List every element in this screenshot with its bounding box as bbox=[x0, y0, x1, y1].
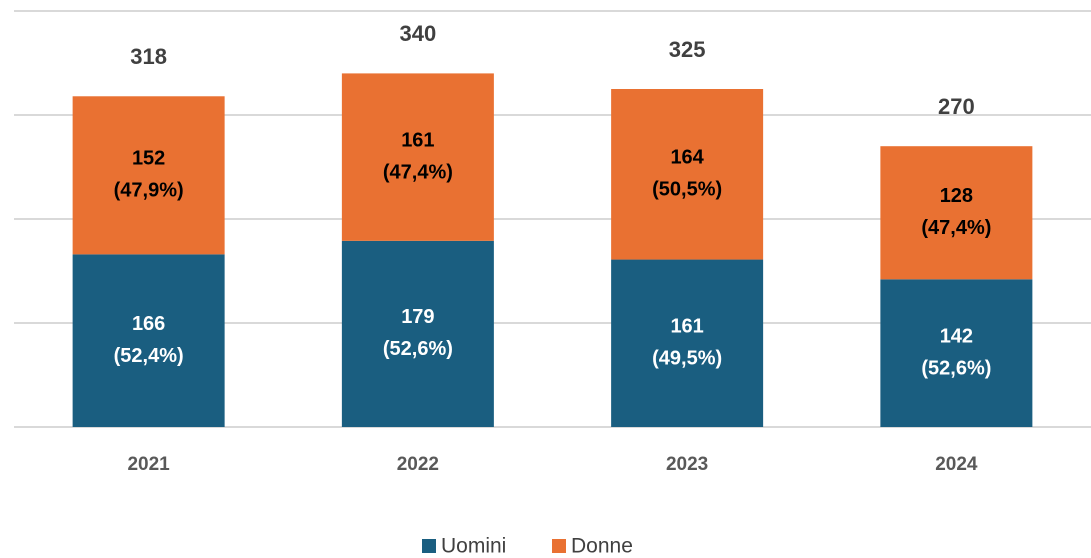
x-tick-label: 2023 bbox=[666, 454, 708, 475]
value-label: 128 bbox=[940, 185, 973, 207]
bar-segment bbox=[611, 259, 764, 427]
total-label: 270 bbox=[938, 94, 975, 119]
x-tick-label: 2024 bbox=[935, 454, 978, 475]
percent-label: (47,4%) bbox=[383, 161, 453, 183]
percent-label: (52,6%) bbox=[921, 357, 991, 379]
bar-segment bbox=[611, 89, 764, 260]
bar-segment bbox=[72, 96, 225, 255]
value-label: 161 bbox=[401, 129, 434, 151]
legend-label: Uomini bbox=[441, 535, 506, 558]
total-label: 318 bbox=[130, 44, 167, 69]
legend-label: Donne bbox=[571, 535, 633, 558]
bar-segment bbox=[72, 254, 225, 427]
total-label: 340 bbox=[400, 21, 437, 46]
bar-segment bbox=[341, 73, 494, 241]
bar-segment bbox=[880, 146, 1033, 280]
bar-segment bbox=[880, 279, 1033, 427]
bar-segment bbox=[341, 240, 494, 427]
percent-label: (47,4%) bbox=[921, 217, 991, 239]
value-label: 152 bbox=[132, 148, 165, 170]
value-label: 164 bbox=[670, 147, 704, 169]
total-label: 325 bbox=[669, 37, 706, 62]
legend-swatch bbox=[552, 539, 566, 553]
x-tick-label: 2022 bbox=[397, 454, 439, 475]
value-label: 179 bbox=[401, 306, 434, 328]
legend-swatch bbox=[422, 539, 436, 553]
percent-label: (52,6%) bbox=[383, 338, 453, 360]
x-tick-label: 2021 bbox=[127, 454, 170, 475]
value-label: 142 bbox=[940, 325, 973, 347]
value-label: 161 bbox=[670, 316, 703, 338]
percent-label: (49,5%) bbox=[652, 348, 722, 370]
percent-label: (47,9%) bbox=[114, 180, 184, 202]
percent-label: (52,4%) bbox=[114, 345, 184, 367]
value-label: 166 bbox=[132, 313, 165, 335]
percent-label: (50,5%) bbox=[652, 179, 722, 201]
